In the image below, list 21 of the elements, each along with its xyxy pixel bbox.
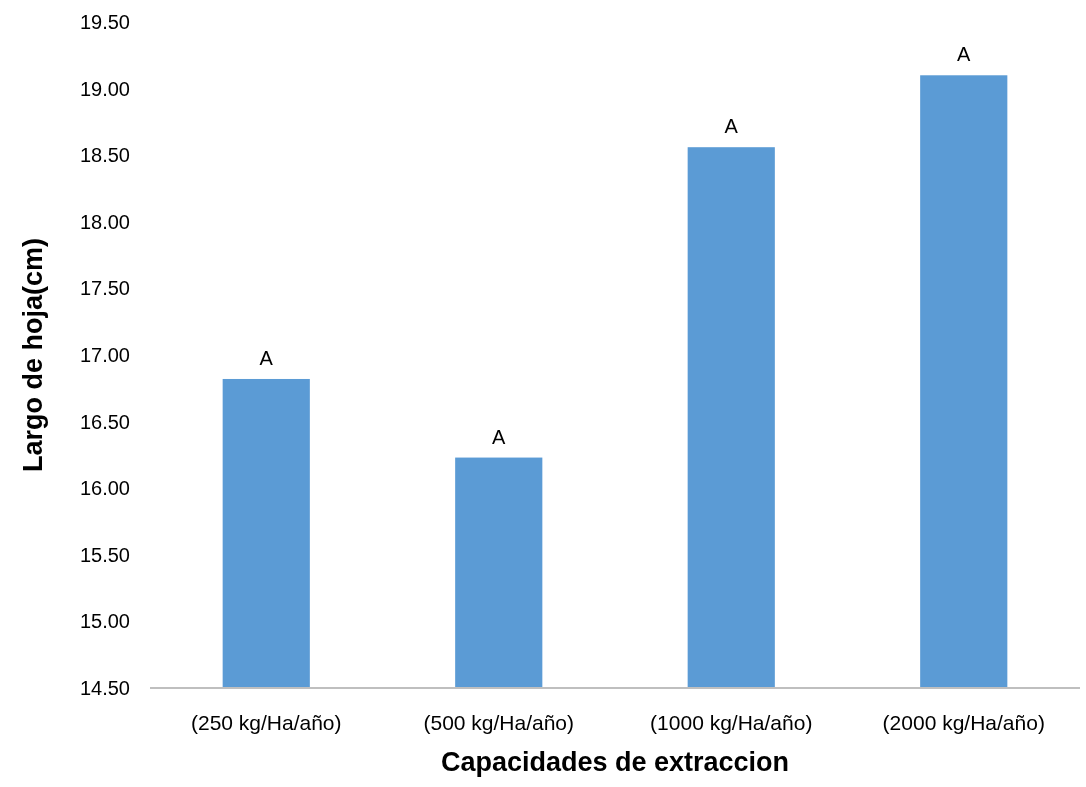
y-tick-label: 19.00 (79, 77, 130, 100)
y-tick-label: 14.50 (79, 677, 130, 699)
y-tick-label: 18.00 (79, 210, 130, 233)
annotation: A (259, 346, 274, 369)
y-tick-label: 17.50 (79, 277, 130, 300)
x-tick-label: (2000 kg/Ha/año) (882, 711, 1045, 734)
y-tick-label: 15.50 (79, 543, 130, 566)
y-tick-label: 19.50 (79, 11, 130, 33)
y-tick-label: 16.50 (79, 410, 130, 433)
annotation: A (492, 425, 507, 448)
x-tick-label: (1000 kg/Ha/año) (650, 711, 813, 734)
x-axis-title: Capacidades de extraccion (440, 747, 790, 777)
x-tick-label: (500 kg/Ha/año) (423, 711, 575, 734)
annotation: A (724, 115, 739, 138)
annotation: A (957, 43, 972, 66)
y-tick-label: 17.00 (79, 344, 130, 366)
y-tick-label: 16.00 (79, 477, 130, 500)
y-axis-title: Largo de hoja(cm) (18, 237, 48, 473)
y-tick-label: 18.50 (79, 144, 130, 167)
x-tick-label: (250 kg/Ha/año) (190, 711, 342, 734)
y-tick-label: 15.00 (79, 610, 130, 633)
